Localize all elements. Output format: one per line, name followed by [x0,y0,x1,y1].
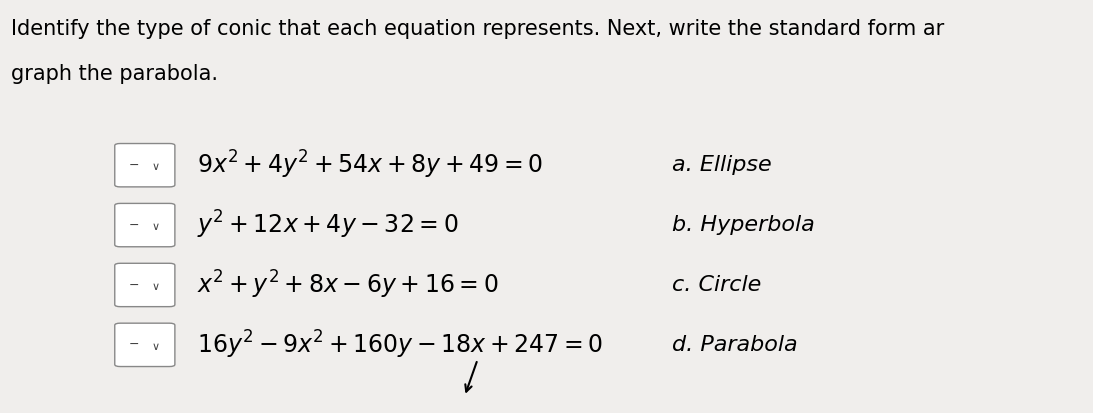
Text: graph the parabola.: graph the parabola. [11,64,218,84]
FancyBboxPatch shape [115,323,175,367]
Text: $y^2 + 12x + 4y - 32 = 0$: $y^2 + 12x + 4y - 32 = 0$ [197,209,458,241]
Text: ∨: ∨ [152,342,160,352]
Text: c. Circle: c. Circle [672,275,762,295]
Text: ∨: ∨ [152,162,160,172]
Text: −: − [129,218,139,232]
Text: Identify the type of conic that each equation represents. Next, write the standa: Identify the type of conic that each equ… [11,19,944,38]
FancyBboxPatch shape [115,203,175,247]
FancyBboxPatch shape [115,144,175,187]
Text: ∨: ∨ [152,282,160,292]
Text: −: − [129,278,139,292]
Text: $x^2 + y^2 + 8x - 6y + 16 = 0$: $x^2 + y^2 + 8x - 6y + 16 = 0$ [197,269,498,301]
Text: −: − [129,159,139,172]
Text: d. Parabola: d. Parabola [672,335,798,355]
FancyBboxPatch shape [115,263,175,306]
Text: a. Ellipse: a. Ellipse [672,155,772,175]
Text: b. Hyperbola: b. Hyperbola [672,215,815,235]
Text: −: − [129,338,139,351]
Text: $16y^2 - 9x^2 + 160y - 18x + 247 = 0$: $16y^2 - 9x^2 + 160y - 18x + 247 = 0$ [197,329,603,361]
Text: ∨: ∨ [152,222,160,232]
Text: $9x^2 + 4y^2 + 54x + 8y + 49 = 0$: $9x^2 + 4y^2 + 54x + 8y + 49 = 0$ [197,149,543,181]
